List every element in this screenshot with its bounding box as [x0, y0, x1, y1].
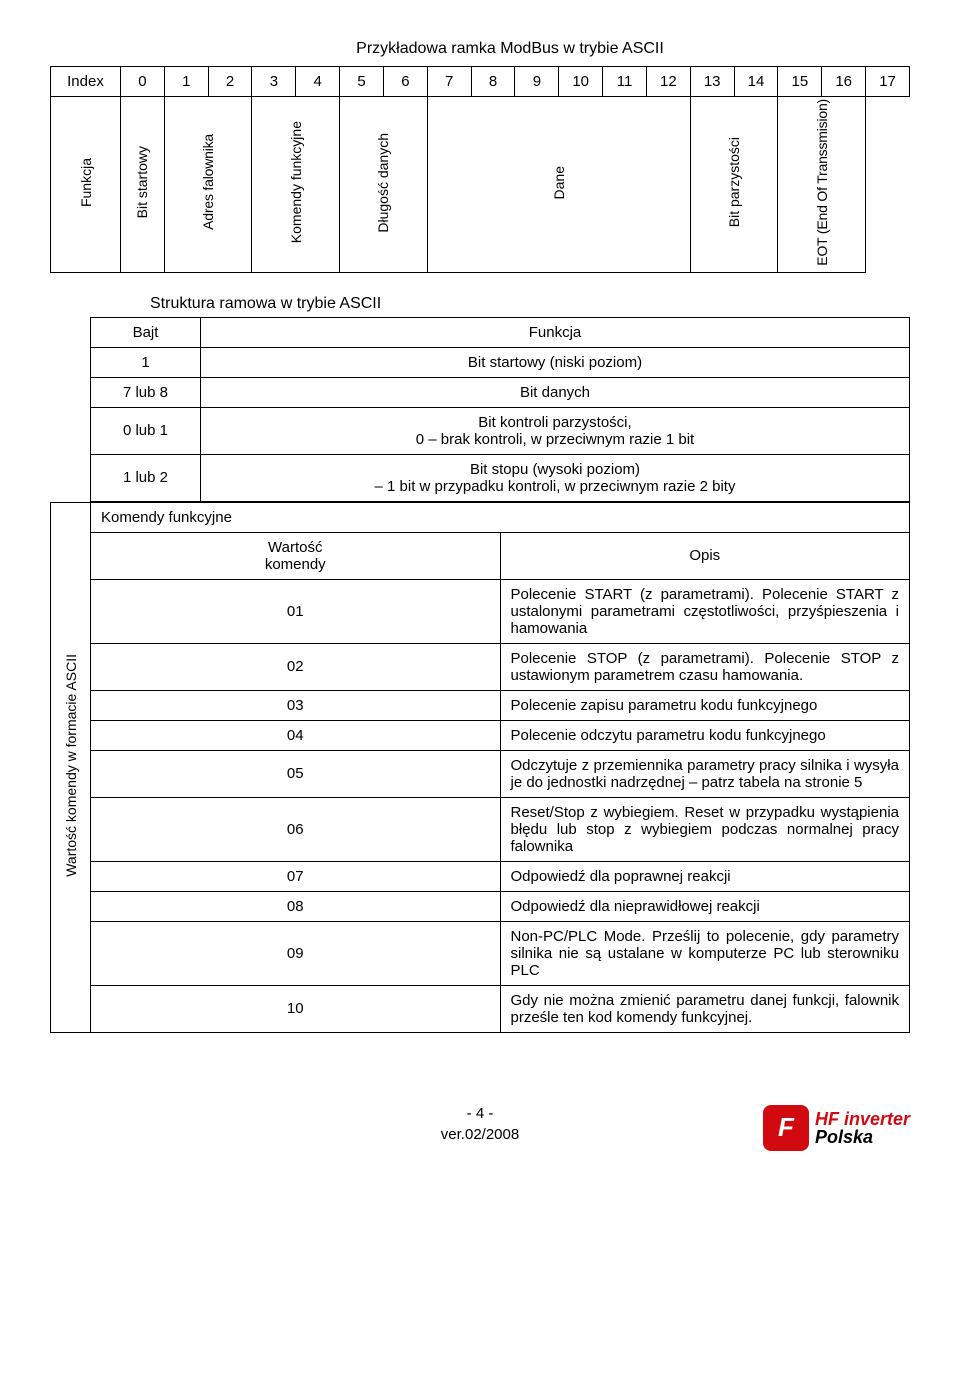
cmd-val: 05 — [91, 750, 501, 797]
page-title: Przykładowa ramka ModBus w trybie ASCII — [50, 40, 910, 58]
func-row-label: Funkcja — [78, 158, 94, 207]
cmd-header-val: Wartość komendy — [91, 532, 501, 579]
index-cell: 15 — [778, 67, 822, 97]
cmd-val: 09 — [91, 921, 501, 985]
index-cell: 7 — [427, 67, 471, 97]
struct-func: Bit kontroli parzystości, 0 – brak kontr… — [201, 407, 910, 454]
index-cell: 14 — [734, 67, 778, 97]
func-eot: EOT (End Of Transsmision) — [814, 99, 830, 266]
func-bit-parzystosci: Bit parzystości — [726, 137, 742, 227]
cmd-desc: Odpowiedź dla nieprawidłowej reakcji — [500, 891, 910, 921]
func-adres-falownika: Adres falownika — [200, 134, 216, 230]
index-cell: 10 — [559, 67, 603, 97]
struct-bajt: 7 lub 8 — [91, 377, 201, 407]
cmd-val: 08 — [91, 891, 501, 921]
func-row: Funkcja Bit startowy Adres falownika Kom… — [51, 97, 910, 273]
cmd-side-label: Wartość komendy w formacie ASCII — [63, 654, 79, 877]
index-cell: 1 — [164, 67, 208, 97]
cmd-desc: Polecenie zapisu parametru kodu funkcyjn… — [500, 690, 910, 720]
func-bit-startowy: Bit startowy — [134, 146, 150, 218]
struct-row: 1 Bit startowy (niski poziom) — [91, 347, 910, 377]
func-dlugosc-danych: Długość danych — [375, 133, 391, 233]
index-cell: 8 — [471, 67, 515, 97]
cmd-val: 06 — [91, 797, 501, 861]
func-dane: Dane — [551, 166, 567, 199]
cmd-val: 04 — [91, 720, 501, 750]
struct-bajt: 1 — [91, 347, 201, 377]
cmd-row: 07 Odpowiedź dla poprawnej reakcji — [51, 861, 910, 891]
cmd-row: 03 Polecenie zapisu parametru kodu funkc… — [51, 690, 910, 720]
cmd-desc: Gdy nie można zmienić parametru danej fu… — [500, 985, 910, 1032]
index-cell: 5 — [340, 67, 384, 97]
logo-line1: HF inverter — [815, 1110, 910, 1128]
cmd-row: 10 Gdy nie można zmienić parametru danej… — [51, 985, 910, 1032]
struct-func: Bit startowy (niski poziom) — [201, 347, 910, 377]
func-komendy-funkcyjne: Komendy funkcyjne — [288, 121, 304, 243]
index-header-row: Index 0 1 2 3 4 5 6 7 8 9 10 11 12 13 14… — [51, 67, 910, 97]
cmd-desc: Odpowiedź dla poprawnej reakcji — [500, 861, 910, 891]
struct-title: Struktura ramowa w trybie ASCII — [150, 295, 910, 313]
struct-bajt: 0 lub 1 — [91, 407, 201, 454]
cmd-row: 06 Reset/Stop z wybiegiem. Reset w przyp… — [51, 797, 910, 861]
index-cell: 13 — [690, 67, 734, 97]
cmd-row: 05 Odczytuje z przemiennika parametry pr… — [51, 750, 910, 797]
struct-header-row: Bajt Funkcja — [91, 317, 910, 347]
logo-badge-icon: F — [763, 1105, 809, 1151]
cmd-header-row: Wartość komendy Opis — [51, 532, 910, 579]
index-cell: 12 — [646, 67, 690, 97]
cmd-desc: Polecenie odczytu parametru kodu funkcyj… — [500, 720, 910, 750]
struct-func: Bit stopu (wysoki poziom) – 1 bit w przy… — [201, 454, 910, 501]
cmd-section-row: Wartość komendy w formacie ASCII Komendy… — [51, 502, 910, 532]
index-label: Index — [51, 67, 121, 97]
brand-logo: F HF inverter Polska — [763, 1105, 910, 1151]
index-cell: 11 — [603, 67, 647, 97]
struct-header-bajt: Bajt — [91, 317, 201, 347]
cmd-row: 08 Odpowiedź dla nieprawidłowej reakcji — [51, 891, 910, 921]
cmd-val: 10 — [91, 985, 501, 1032]
index-cell: 16 — [822, 67, 866, 97]
cmd-section-title: Komendy funkcyjne — [91, 502, 910, 532]
cmd-val: 02 — [91, 643, 501, 690]
cmd-row: 02 Polecenie STOP (z parametrami). Polec… — [51, 643, 910, 690]
cmd-row: 01 Polecenie START (z parametrami). Pole… — [51, 579, 910, 643]
cmd-desc: Odczytuje z przemiennika parametry pracy… — [500, 750, 910, 797]
struct-func: Bit danych — [201, 377, 910, 407]
struct-table: Bajt Funkcja 1 Bit startowy (niski pozio… — [90, 317, 910, 502]
cmd-val: 01 — [91, 579, 501, 643]
index-cell: 17 — [866, 67, 910, 97]
logo-line2: Polska — [815, 1128, 910, 1146]
index-table: Index 0 1 2 3 4 5 6 7 8 9 10 11 12 13 14… — [50, 66, 910, 273]
cmd-val: 07 — [91, 861, 501, 891]
index-cell: 6 — [383, 67, 427, 97]
cmd-header-desc: Opis — [500, 532, 910, 579]
struct-bajt: 1 lub 2 — [91, 454, 201, 501]
footer: - 4 - ver.02/2008 F HF inverter Polska — [50, 1103, 910, 1145]
index-cell: 2 — [208, 67, 252, 97]
struct-row: 1 lub 2 Bit stopu (wysoki poziom) – 1 bi… — [91, 454, 910, 501]
index-cell: 0 — [121, 67, 165, 97]
cmd-desc: Reset/Stop z wybiegiem. Reset w przypadk… — [500, 797, 910, 861]
cmd-row: 04 Polecenie odczytu parametru kodu funk… — [51, 720, 910, 750]
cmd-val: 03 — [91, 690, 501, 720]
struct-row: 7 lub 8 Bit danych — [91, 377, 910, 407]
cmd-desc: Non-PC/PLC Mode. Prześlij to polecenie, … — [500, 921, 910, 985]
page-number: - 4 - — [441, 1103, 519, 1124]
cmd-row: 09 Non-PC/PLC Mode. Prześlij to poleceni… — [51, 921, 910, 985]
struct-header-func: Funkcja — [201, 317, 910, 347]
index-cell: 4 — [296, 67, 340, 97]
struct-row: 0 lub 1 Bit kontroli parzystości, 0 – br… — [91, 407, 910, 454]
cmd-desc: Polecenie STOP (z parametrami). Poleceni… — [500, 643, 910, 690]
cmd-desc: Polecenie START (z parametrami). Polecen… — [500, 579, 910, 643]
index-cell: 9 — [515, 67, 559, 97]
version-label: ver.02/2008 — [441, 1124, 519, 1145]
cmd-table: Wartość komendy w formacie ASCII Komendy… — [50, 502, 910, 1033]
index-cell: 3 — [252, 67, 296, 97]
